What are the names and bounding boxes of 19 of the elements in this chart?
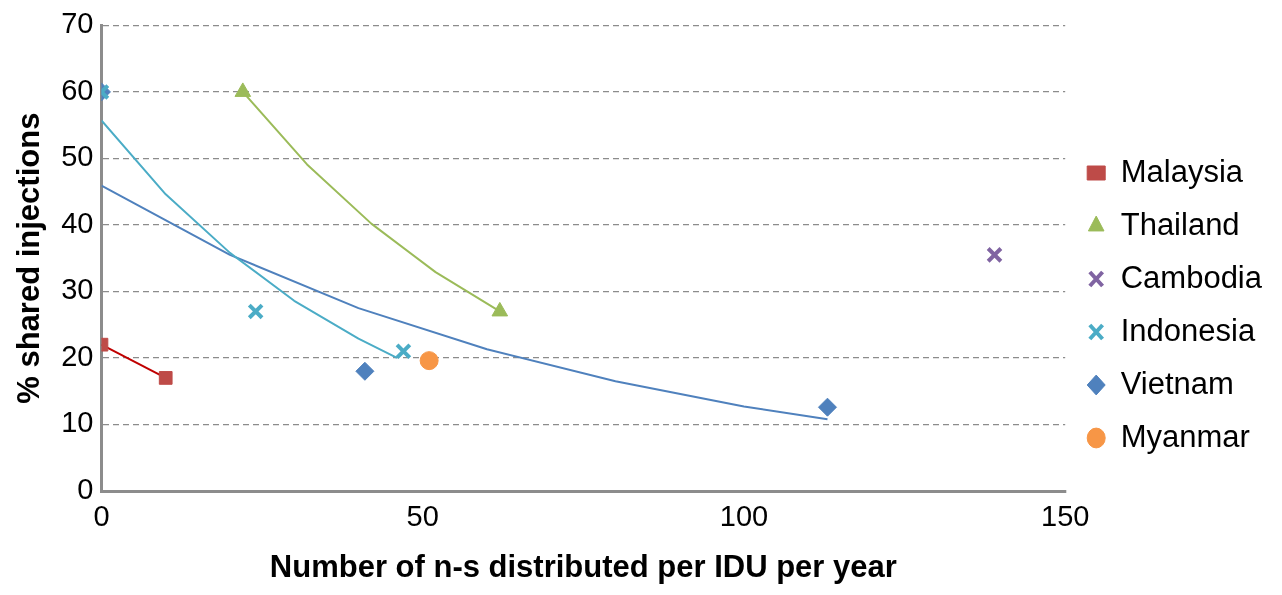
legend-label: Malaysia bbox=[1120, 153, 1244, 189]
x-axis-title: Number of n-s distributed per IDU per year bbox=[269, 548, 897, 584]
y-axis-title: % shared injections bbox=[11, 112, 47, 404]
y-tick-label: 60 bbox=[61, 73, 94, 106]
legend-label: Cambodia bbox=[1120, 259, 1263, 295]
legend-label: Thailand bbox=[1120, 206, 1240, 242]
legend-label: Vietnam bbox=[1120, 365, 1234, 401]
x-tick-label: 100 bbox=[719, 500, 769, 533]
y-tick-label: 10 bbox=[61, 406, 94, 439]
x-tick-label: 150 bbox=[1041, 500, 1090, 533]
y-tick-label: 20 bbox=[61, 339, 94, 372]
y-tick-label: 50 bbox=[61, 140, 94, 173]
x-tick-label: 50 bbox=[406, 500, 439, 533]
y-tick-label: 0 bbox=[77, 473, 94, 505]
y-tick-label: 30 bbox=[61, 273, 94, 306]
legend-label: Indonesia bbox=[1120, 312, 1256, 348]
legend-label: Myanmar bbox=[1120, 418, 1250, 454]
y-tick-label: 40 bbox=[61, 206, 94, 239]
y-tick-label: 70 bbox=[61, 7, 94, 40]
